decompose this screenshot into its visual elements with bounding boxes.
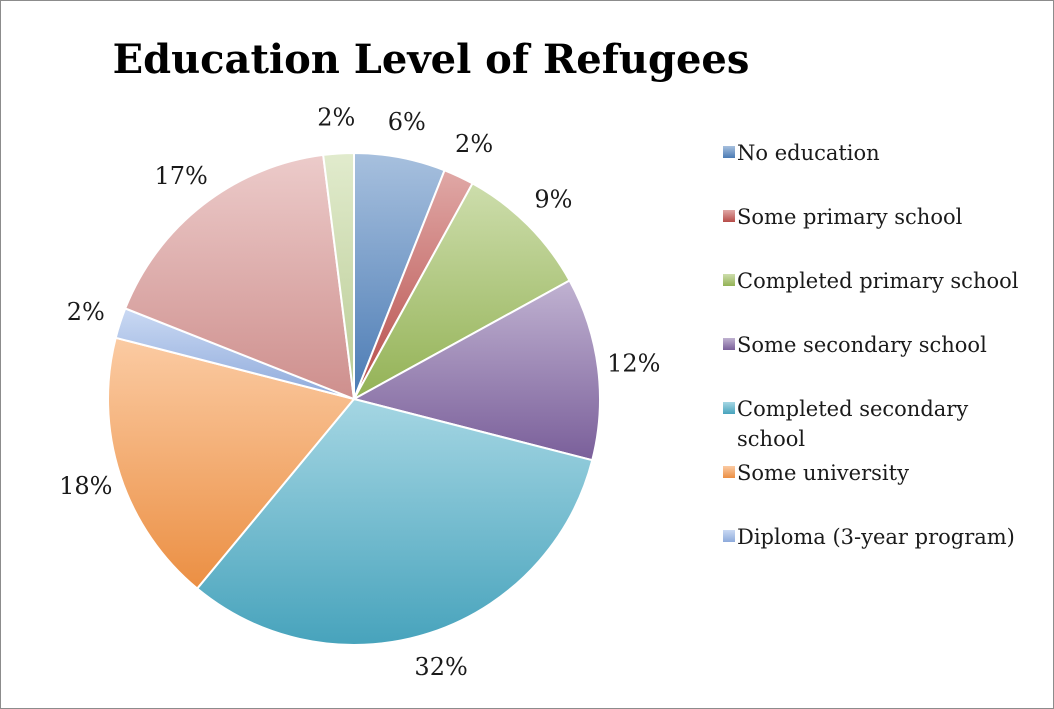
legend-swatch	[723, 466, 735, 478]
legend-item-some-secondary-school: Some secondary school	[723, 333, 987, 357]
legend-label: Diploma (3-year program)	[737, 525, 1015, 549]
legend-item-some-university: Some university	[723, 461, 909, 485]
data-label-some-primary-school: 2%	[455, 130, 493, 158]
legend-label: Some primary school	[737, 205, 963, 229]
data-label-segment-9: 2%	[317, 104, 355, 132]
legend-label: Completed secondary school	[737, 397, 968, 451]
pie-slice-some-university	[107, 336, 356, 590]
legend-swatch	[723, 530, 735, 542]
pie-slice-some-secondary-school	[351, 279, 601, 462]
legend-label: No education	[737, 141, 880, 165]
pie-slices	[107, 151, 601, 647]
data-label-completed-primary-school: 9%	[534, 186, 572, 214]
data-labels: 6% 2% 9% 12% 32% 18% 2% 17% 2%	[59, 104, 660, 682]
legend-item-diploma-3-year-program: Diploma (3-year program)	[723, 525, 1015, 549]
legend-item-completed-primary-school: Completed primary school	[723, 269, 1019, 293]
legend-label: Some secondary school	[737, 333, 987, 357]
legend-swatch	[723, 274, 735, 286]
legend-swatch	[723, 210, 735, 222]
legend-item-some-primary-school: Some primary school	[723, 205, 963, 229]
legend-item-no-education: No education	[723, 141, 880, 165]
pie-slice-segment-9	[322, 151, 355, 400]
legend-item-completed-secondary-school: Completed secondary school	[723, 397, 968, 451]
pie-slice-completed-primary-school	[351, 182, 571, 402]
data-label-completed-secondary-school: 32%	[414, 653, 467, 681]
data-label-some-university: 18%	[59, 472, 112, 500]
legend: No education Some primary school Completed…	[723, 141, 1019, 549]
legend-label: Some university	[737, 461, 909, 485]
legend-swatch	[723, 146, 735, 158]
pie-slice-completed-secondary-school	[195, 397, 594, 647]
legend-label: Completed primary school	[737, 269, 1019, 293]
chart-title: Education Level of Refugees	[113, 36, 750, 83]
legend-swatch	[723, 338, 735, 350]
data-label-diploma-3-year-program: 2%	[67, 298, 105, 326]
legend-swatch	[723, 402, 735, 414]
data-label-some-secondary-school: 12%	[607, 350, 660, 378]
data-label-segment-8: 17%	[155, 162, 208, 190]
data-label-no-education: 6%	[388, 108, 426, 136]
pie-slice-segment-8	[123, 153, 356, 401]
